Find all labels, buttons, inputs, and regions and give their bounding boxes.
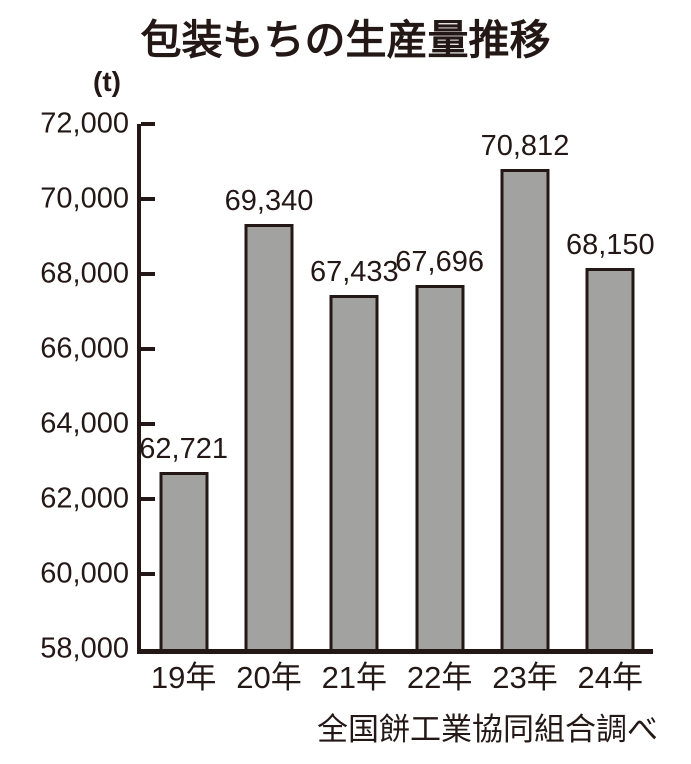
bar-value-label: 68,150 (565, 229, 655, 262)
y-axis-tick (141, 422, 155, 426)
y-axis-tick (141, 497, 155, 502)
y-axis-tick (141, 272, 155, 276)
y-axis-tick-label: 70,000 (40, 182, 129, 215)
bar (329, 295, 379, 649)
x-axis-label: 21年 (321, 660, 388, 695)
bar-value-label: 69,340 (224, 184, 314, 217)
bar-column: 68,150 24年 (565, 124, 655, 693)
plot-area: 58,000 60,000 62,000 64,000 66,000 68,000 70,0… (40, 109, 655, 693)
y-axis-tick-label: 64,000 (40, 407, 129, 440)
bar-column: 69,340 20年 (224, 124, 314, 693)
bar-columns: 62,721 19年 69,340 20年 67,433 21年 67,696 22年 70,8… (139, 124, 655, 693)
bar-value-label: 67,433 (309, 256, 399, 289)
y-axis-unit-label: (t) (93, 66, 121, 97)
y-axis-tick (141, 122, 155, 126)
bar-column: 62,721 19年 (139, 124, 229, 693)
y-axis-tick-label: 60,000 (40, 557, 129, 590)
y-axis-tick (141, 197, 155, 201)
bar-value-label: 70,812 (480, 129, 570, 162)
bar (500, 168, 550, 649)
bar (159, 471, 209, 649)
y-axis-tick-label: 72,000 (40, 107, 129, 140)
x-axis-label: 19年 (150, 660, 217, 695)
y-axis-tick-label: 58,000 (40, 632, 129, 665)
chart-title: 包装もちの生産量推移 (140, 17, 551, 63)
x-axis-label: 23年 (492, 660, 558, 695)
x-axis-label: 24年 (577, 660, 644, 695)
bar (244, 223, 294, 649)
bar (415, 285, 465, 649)
source-credit: 全国餅工業協同組合調べ (317, 712, 658, 747)
bar-column: 67,433 21年 (309, 124, 399, 693)
x-axis-label: 22年 (406, 660, 473, 695)
y-axis-tick-label: 66,000 (40, 332, 129, 365)
bar-value-label: 67,696 (395, 246, 484, 279)
bar-column: 70,812 23年 (480, 124, 570, 693)
y-axis-tick (141, 347, 155, 352)
y-axis-tick-label: 62,000 (40, 482, 129, 515)
y-axis-tick (141, 572, 155, 577)
bar-value-label: 62,721 (139, 432, 229, 465)
bar (585, 268, 635, 649)
x-axis-label: 20年 (236, 660, 302, 695)
bar-column: 67,696 22年 (395, 124, 484, 693)
y-axis-tick-label: 68,000 (40, 257, 129, 290)
